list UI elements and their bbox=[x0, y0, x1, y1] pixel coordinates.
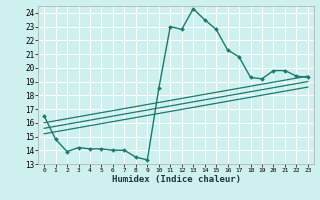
X-axis label: Humidex (Indice chaleur): Humidex (Indice chaleur) bbox=[111, 175, 241, 184]
